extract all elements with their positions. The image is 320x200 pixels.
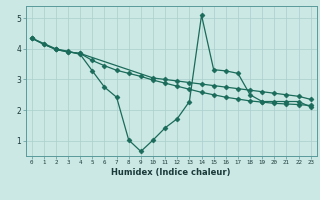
X-axis label: Humidex (Indice chaleur): Humidex (Indice chaleur) (111, 168, 231, 177)
